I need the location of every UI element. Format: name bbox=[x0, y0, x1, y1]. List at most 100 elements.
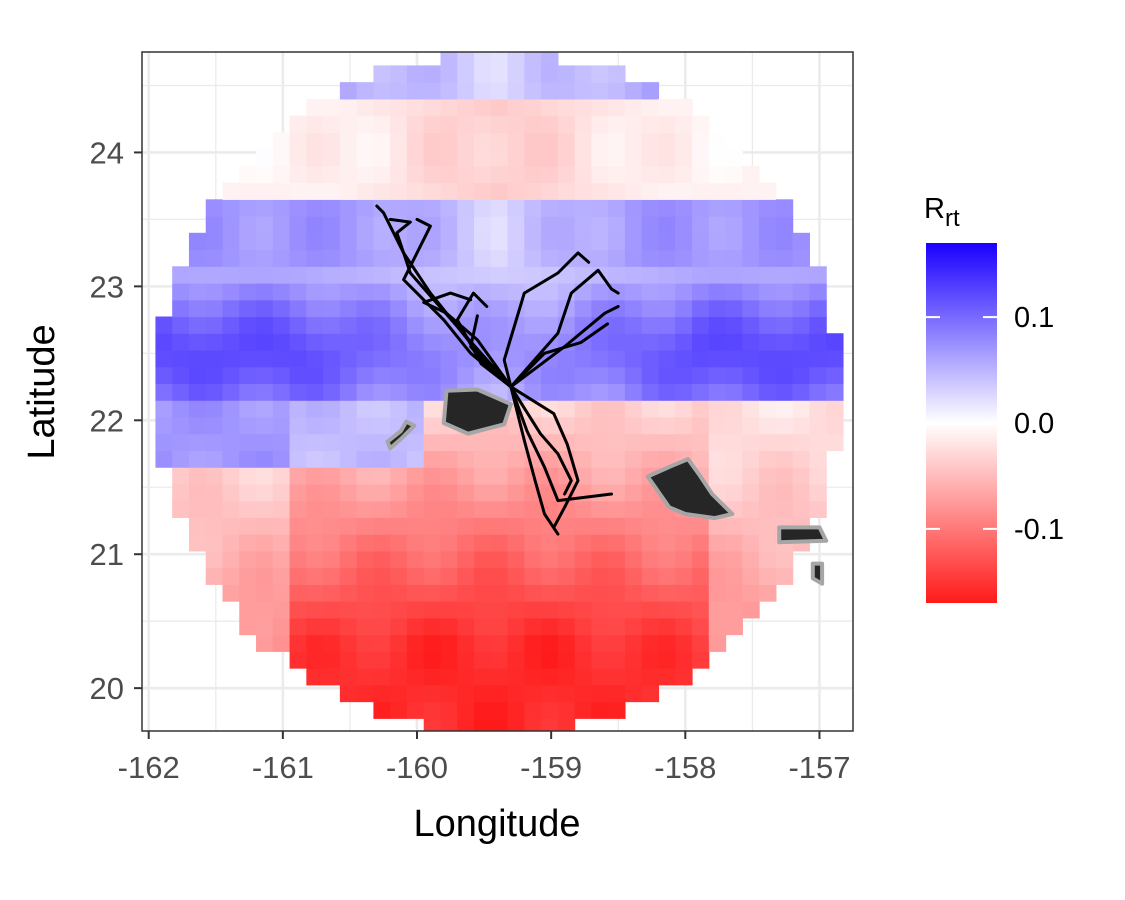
heatmap-cell bbox=[608, 115, 626, 133]
heatmap-cell bbox=[339, 601, 358, 619]
heatmap-cell bbox=[708, 416, 727, 435]
heatmap-cell bbox=[708, 299, 727, 318]
heatmap-cell bbox=[272, 400, 291, 418]
heatmap-cell bbox=[323, 467, 341, 485]
heatmap-cell bbox=[239, 366, 257, 385]
heatmap-cell bbox=[289, 550, 307, 569]
heatmap-cell bbox=[406, 149, 425, 167]
heatmap-cell bbox=[574, 617, 593, 636]
heatmap-cell bbox=[323, 333, 341, 351]
heatmap-cell bbox=[440, 467, 458, 485]
heatmap-cell bbox=[692, 366, 710, 385]
heatmap-cell bbox=[289, 266, 307, 284]
heatmap-cell bbox=[239, 316, 257, 334]
heatmap-cell bbox=[155, 416, 173, 435]
heatmap-cell bbox=[557, 349, 576, 368]
heatmap-cell bbox=[624, 182, 643, 200]
heatmap-cell bbox=[440, 718, 458, 731]
heatmap-cell bbox=[524, 249, 542, 267]
heatmap-cell bbox=[289, 349, 307, 368]
heatmap-cell bbox=[809, 450, 827, 468]
heatmap-cell bbox=[289, 316, 307, 334]
heatmap-cell bbox=[373, 333, 391, 351]
heatmap-cell bbox=[474, 634, 492, 652]
heatmap-cell bbox=[624, 500, 643, 518]
heatmap-cell bbox=[339, 149, 358, 167]
heatmap-cell bbox=[440, 182, 458, 200]
heatmap-cell bbox=[675, 534, 693, 552]
heatmap-cell bbox=[490, 534, 509, 552]
heatmap-cell bbox=[457, 450, 475, 468]
y-axis-title: Latitude bbox=[21, 324, 63, 459]
heatmap-cell bbox=[306, 601, 324, 619]
heatmap-cell bbox=[390, 668, 408, 686]
heatmap-cell bbox=[256, 450, 274, 468]
heatmap-cell bbox=[440, 149, 458, 167]
heatmap-cell bbox=[339, 550, 358, 569]
heatmap-cell bbox=[289, 651, 307, 669]
heatmap-cell bbox=[172, 400, 190, 418]
heatmap-cell bbox=[725, 517, 743, 535]
heatmap-cell bbox=[541, 550, 559, 569]
heatmap-cell bbox=[658, 617, 676, 636]
heatmap-cell bbox=[725, 182, 743, 200]
heatmap-cell bbox=[608, 65, 626, 83]
legend-tick-label: 0.1 bbox=[1014, 302, 1054, 334]
heatmap-cell bbox=[507, 450, 525, 468]
heatmap-cell bbox=[675, 383, 693, 401]
heatmap-cell bbox=[457, 216, 475, 234]
heatmap-cell bbox=[742, 232, 760, 251]
heatmap-cell bbox=[624, 383, 643, 401]
heatmap-cell bbox=[205, 333, 224, 351]
heatmap-cell bbox=[574, 115, 593, 133]
heatmap-cell bbox=[591, 433, 609, 452]
heatmap-cell bbox=[541, 182, 559, 200]
heatmap-cell bbox=[373, 517, 391, 535]
heatmap-cell bbox=[339, 517, 358, 535]
heatmap-cell bbox=[457, 165, 475, 184]
heatmap-cell bbox=[205, 550, 224, 569]
heatmap-cell bbox=[474, 98, 492, 117]
foraging-track bbox=[502, 251, 591, 389]
heatmap-cell bbox=[222, 333, 240, 351]
heatmap-cell bbox=[591, 684, 609, 703]
heatmap-cell bbox=[557, 149, 576, 167]
heatmap-cell bbox=[390, 651, 408, 669]
heatmap-cell bbox=[591, 601, 609, 619]
heatmap-cell bbox=[188, 283, 207, 301]
heatmap-cell bbox=[474, 467, 492, 485]
heatmap-cell bbox=[490, 483, 509, 502]
heatmap-cell bbox=[188, 266, 207, 284]
heatmap-cell bbox=[390, 366, 408, 385]
heatmap-cell bbox=[490, 98, 509, 117]
heatmap-cell bbox=[474, 684, 492, 703]
heatmap-cell bbox=[641, 366, 660, 385]
heatmap-cell bbox=[608, 500, 626, 518]
heatmap-cell bbox=[222, 584, 240, 602]
heatmap-cell bbox=[608, 634, 626, 652]
heatmap-cell bbox=[591, 182, 609, 200]
heatmap-cell bbox=[624, 132, 643, 150]
heatmap-cell bbox=[306, 299, 324, 318]
heatmap-cell bbox=[742, 383, 760, 401]
heatmap-cell bbox=[339, 400, 358, 418]
heatmap-cell bbox=[692, 232, 710, 251]
heatmap-cell bbox=[524, 534, 542, 552]
heatmap-cell bbox=[624, 316, 643, 334]
island-layer bbox=[385, 387, 829, 586]
heatmap-cell bbox=[742, 500, 760, 518]
heatmap-cell bbox=[289, 182, 307, 200]
island-oahu bbox=[645, 457, 735, 521]
heatmap-cell bbox=[205, 232, 224, 251]
heatmap-cell bbox=[524, 216, 542, 234]
heatmap-cell bbox=[524, 500, 542, 518]
heatmap-cell bbox=[306, 349, 324, 368]
heatmap-cell bbox=[339, 634, 358, 652]
heatmap-cell bbox=[641, 115, 660, 133]
island-molokai bbox=[777, 525, 829, 545]
heatmap-cell bbox=[373, 450, 391, 468]
heatmap-cell bbox=[675, 333, 693, 351]
heatmap-cell bbox=[323, 349, 341, 368]
heatmap-cell bbox=[289, 634, 307, 652]
heatmap-cell bbox=[775, 232, 794, 251]
